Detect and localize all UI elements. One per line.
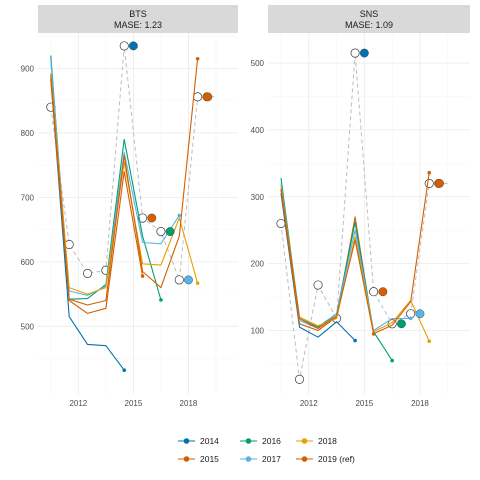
y-tick-label: 900 bbox=[21, 64, 35, 73]
x-tick-label: 2018 bbox=[411, 399, 429, 408]
legend-key-dot bbox=[301, 438, 308, 444]
series-endpoint bbox=[159, 298, 163, 302]
y-tick-label: 300 bbox=[251, 193, 265, 202]
facet-title: SNS bbox=[360, 9, 379, 19]
x-tick-label: 2012 bbox=[300, 399, 318, 408]
series-endpoint bbox=[427, 339, 432, 343]
facet-strip bbox=[38, 5, 238, 33]
reference-point bbox=[174, 275, 184, 285]
series-marker bbox=[415, 309, 425, 319]
reference-point bbox=[138, 213, 148, 223]
series-line-2014 bbox=[50, 78, 125, 371]
legend-label: 2016 bbox=[262, 436, 281, 446]
legend-item: 2018 bbox=[296, 436, 337, 446]
series-endpoint bbox=[390, 358, 394, 363]
y-tick-label: 500 bbox=[251, 59, 265, 68]
series-endpoint bbox=[353, 338, 357, 343]
legend-item: 2015 bbox=[178, 454, 219, 464]
reference-point bbox=[119, 41, 129, 51]
series-endpoint bbox=[177, 213, 182, 218]
series-line-2019ref bbox=[280, 172, 430, 335]
x-tick-label: 2012 bbox=[69, 399, 87, 408]
reference-point bbox=[369, 287, 379, 297]
series-marker bbox=[184, 275, 193, 285]
series-endpoint bbox=[195, 281, 200, 285]
series-line-2017 bbox=[50, 60, 180, 296]
series-marker bbox=[378, 287, 388, 297]
legend-label: 2014 bbox=[200, 436, 219, 446]
reference-point bbox=[193, 92, 203, 102]
series-marker bbox=[435, 179, 444, 188]
y-tick-label: 600 bbox=[21, 258, 35, 267]
legend-item: 2019 (ref) bbox=[296, 454, 355, 464]
y-tick-label: 100 bbox=[251, 326, 265, 335]
series-marker bbox=[397, 319, 406, 329]
reference-point bbox=[424, 178, 434, 188]
reference-point bbox=[294, 374, 305, 384]
series-endpoint bbox=[195, 56, 200, 61]
reference-point bbox=[82, 268, 93, 279]
series-endpoint bbox=[122, 368, 127, 372]
reference-point bbox=[156, 227, 166, 237]
series-marker bbox=[203, 92, 213, 102]
x-tick-label: 2018 bbox=[180, 399, 198, 408]
legend-label: 2017 bbox=[262, 454, 281, 464]
y-tick-label: 500 bbox=[21, 322, 35, 331]
series-line-2015 bbox=[50, 80, 144, 314]
series-line-2018 bbox=[280, 186, 430, 342]
reference-point bbox=[350, 48, 360, 58]
x-tick-label: 2015 bbox=[355, 399, 373, 408]
series-endpoint bbox=[408, 316, 413, 321]
legend-item: 2014 bbox=[178, 436, 219, 446]
facet-subtitle: MASE: 1.23 bbox=[114, 20, 162, 30]
facet-subtitle: MASE: 1.09 bbox=[345, 20, 393, 30]
series-line-2017 bbox=[280, 183, 411, 332]
series-endpoint bbox=[427, 170, 432, 175]
series-marker bbox=[359, 48, 369, 58]
y-tick-label: 700 bbox=[21, 193, 35, 202]
legend-label: 2015 bbox=[200, 454, 219, 464]
series-endpoint bbox=[140, 274, 145, 278]
series-marker bbox=[129, 41, 138, 51]
y-tick-label: 400 bbox=[251, 126, 265, 135]
legend-key-dot bbox=[183, 438, 190, 444]
reference-line bbox=[50, 45, 216, 281]
reference-point bbox=[313, 280, 323, 290]
legend-item: 2017 bbox=[240, 454, 281, 464]
series-marker bbox=[147, 213, 157, 223]
y-tick-label: 200 bbox=[251, 260, 265, 269]
legend-item: 2016 bbox=[240, 436, 281, 446]
facet-strip bbox=[268, 5, 470, 33]
legend-key-dot bbox=[245, 438, 252, 444]
reference-point bbox=[276, 218, 286, 229]
y-tick-label: 800 bbox=[21, 129, 35, 138]
legend: 2014 2015 2016 2017 2018 2019 (ref) bbox=[178, 436, 355, 464]
legend-key-dot bbox=[183, 456, 190, 462]
series-line-2018 bbox=[50, 72, 199, 295]
legend-key-dot bbox=[301, 456, 308, 462]
legend-key-dot bbox=[245, 456, 252, 462]
x-tick-label: 2015 bbox=[125, 399, 143, 408]
facet-title: BTS bbox=[129, 9, 147, 19]
series-line-2019ref bbox=[50, 58, 199, 306]
legend-label: 2018 bbox=[318, 436, 337, 446]
legend-label: 2019 (ref) bbox=[318, 454, 355, 464]
series-marker bbox=[165, 227, 175, 236]
